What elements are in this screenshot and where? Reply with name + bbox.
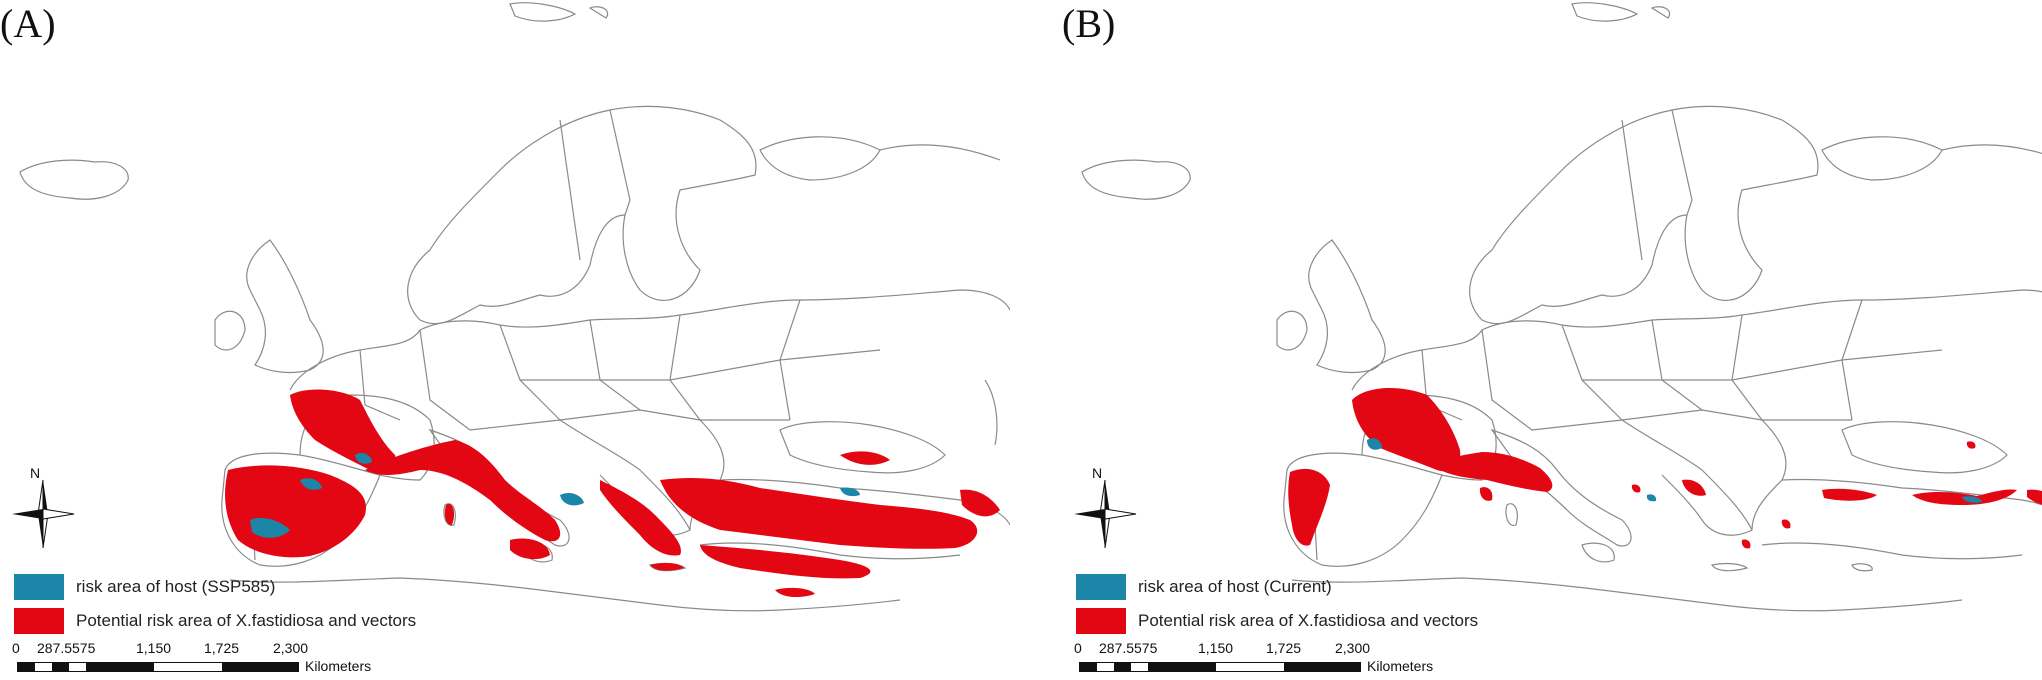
host-swatch [14, 574, 64, 600]
host-swatch [1076, 574, 1126, 600]
legend-host: risk area of host (SSP585) [14, 574, 275, 600]
panel-label: (A) [0, 1, 56, 46]
map-panel-a: (A) [0, 0, 1010, 679]
scale-bar: 0 287.5 575 1,150 1,725 2,300 Kilometers [10, 640, 430, 680]
scale-unit: Kilometers [1367, 658, 1434, 674]
legend-pathogen-label: Potential risk area of X.fastidiosa and … [76, 611, 417, 630]
host-risk-areas [1367, 438, 1982, 503]
scale-bar: 0 287.5 575 1,150 1,725 2,300 Kilometers [1072, 640, 1492, 680]
scale-tick: 287.5 [1099, 640, 1135, 656]
pathogen-risk-areas [225, 389, 1000, 598]
map-panel-b: (B) [1062, 0, 2042, 679]
scale-bar-graphic [1079, 662, 1361, 672]
scale-tick: 0 [12, 640, 20, 656]
pathogen-swatch [1076, 608, 1126, 634]
panel-label: (B) [1062, 1, 1116, 46]
scale-tick: 575 [72, 640, 96, 656]
scale-tick: 287.5 [37, 640, 73, 656]
scale-unit: Kilometers [305, 658, 372, 674]
north-arrow-icon [1074, 479, 1137, 549]
scale-tick: 2,300 [273, 640, 309, 656]
legend-host-label: risk area of host (SSP585) [76, 577, 276, 596]
scale-tick: 575 [1134, 640, 1158, 656]
north-arrow-icon [12, 479, 75, 549]
north-label: N [1092, 465, 1103, 481]
legend-pathogen-label: Potential risk area of X.fastidiosa and … [1138, 611, 1479, 630]
scale-tick: 1,150 [136, 640, 172, 656]
scale-bar-graphic [17, 662, 299, 672]
europe-map [19, 2, 1010, 612]
north-label: N [30, 465, 41, 481]
scale-tick: 1,725 [1266, 640, 1302, 656]
pathogen-risk-areas [1288, 388, 2042, 549]
legend-pathogen: Potential risk area of X.fastidiosa and … [14, 608, 416, 634]
scale-tick: 2,300 [1335, 640, 1371, 656]
host-risk-areas [250, 452, 860, 538]
scale-tick: 0 [1074, 640, 1082, 656]
legend-pathogen: Potential risk area of X.fastidiosa and … [1076, 608, 1478, 634]
europe-map [1081, 2, 2042, 612]
pathogen-swatch [14, 608, 64, 634]
scale-tick: 1,725 [204, 640, 240, 656]
legend-host-label: risk area of host (Current) [1138, 577, 1332, 596]
scale-tick: 1,150 [1198, 640, 1234, 656]
legend-host: risk area of host (Current) [1076, 574, 1332, 600]
country-borders [1081, 2, 2042, 612]
